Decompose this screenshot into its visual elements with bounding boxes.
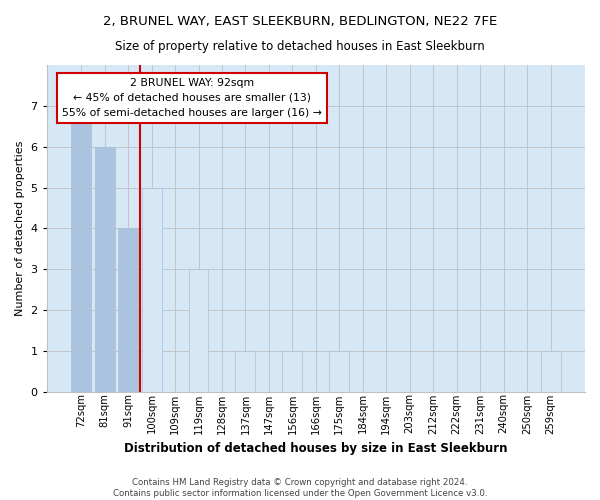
Bar (118, 228, 138, 392)
Bar (329, 351, 349, 392)
Text: Contains HM Land Registry data © Crown copyright and database right 2024.
Contai: Contains HM Land Registry data © Crown c… (113, 478, 487, 498)
Bar (188, 270, 208, 392)
Text: 2 BRUNEL WAY: 92sqm
← 45% of detached houses are smaller (13)
55% of semi-detach: 2 BRUNEL WAY: 92sqm ← 45% of detached ho… (62, 78, 322, 118)
Bar (541, 351, 560, 392)
Text: Size of property relative to detached houses in East Sleekburn: Size of property relative to detached ho… (115, 40, 485, 53)
Y-axis label: Number of detached properties: Number of detached properties (15, 141, 25, 316)
Bar (235, 351, 256, 392)
Text: 2, BRUNEL WAY, EAST SLEEKBURN, BEDLINGTON, NE22 7FE: 2, BRUNEL WAY, EAST SLEEKBURN, BEDLINGTO… (103, 15, 497, 28)
Bar (283, 351, 302, 392)
Bar (95, 146, 115, 392)
Bar (142, 188, 161, 392)
Bar (71, 106, 91, 392)
X-axis label: Distribution of detached houses by size in East Sleekburn: Distribution of detached houses by size … (124, 442, 508, 455)
